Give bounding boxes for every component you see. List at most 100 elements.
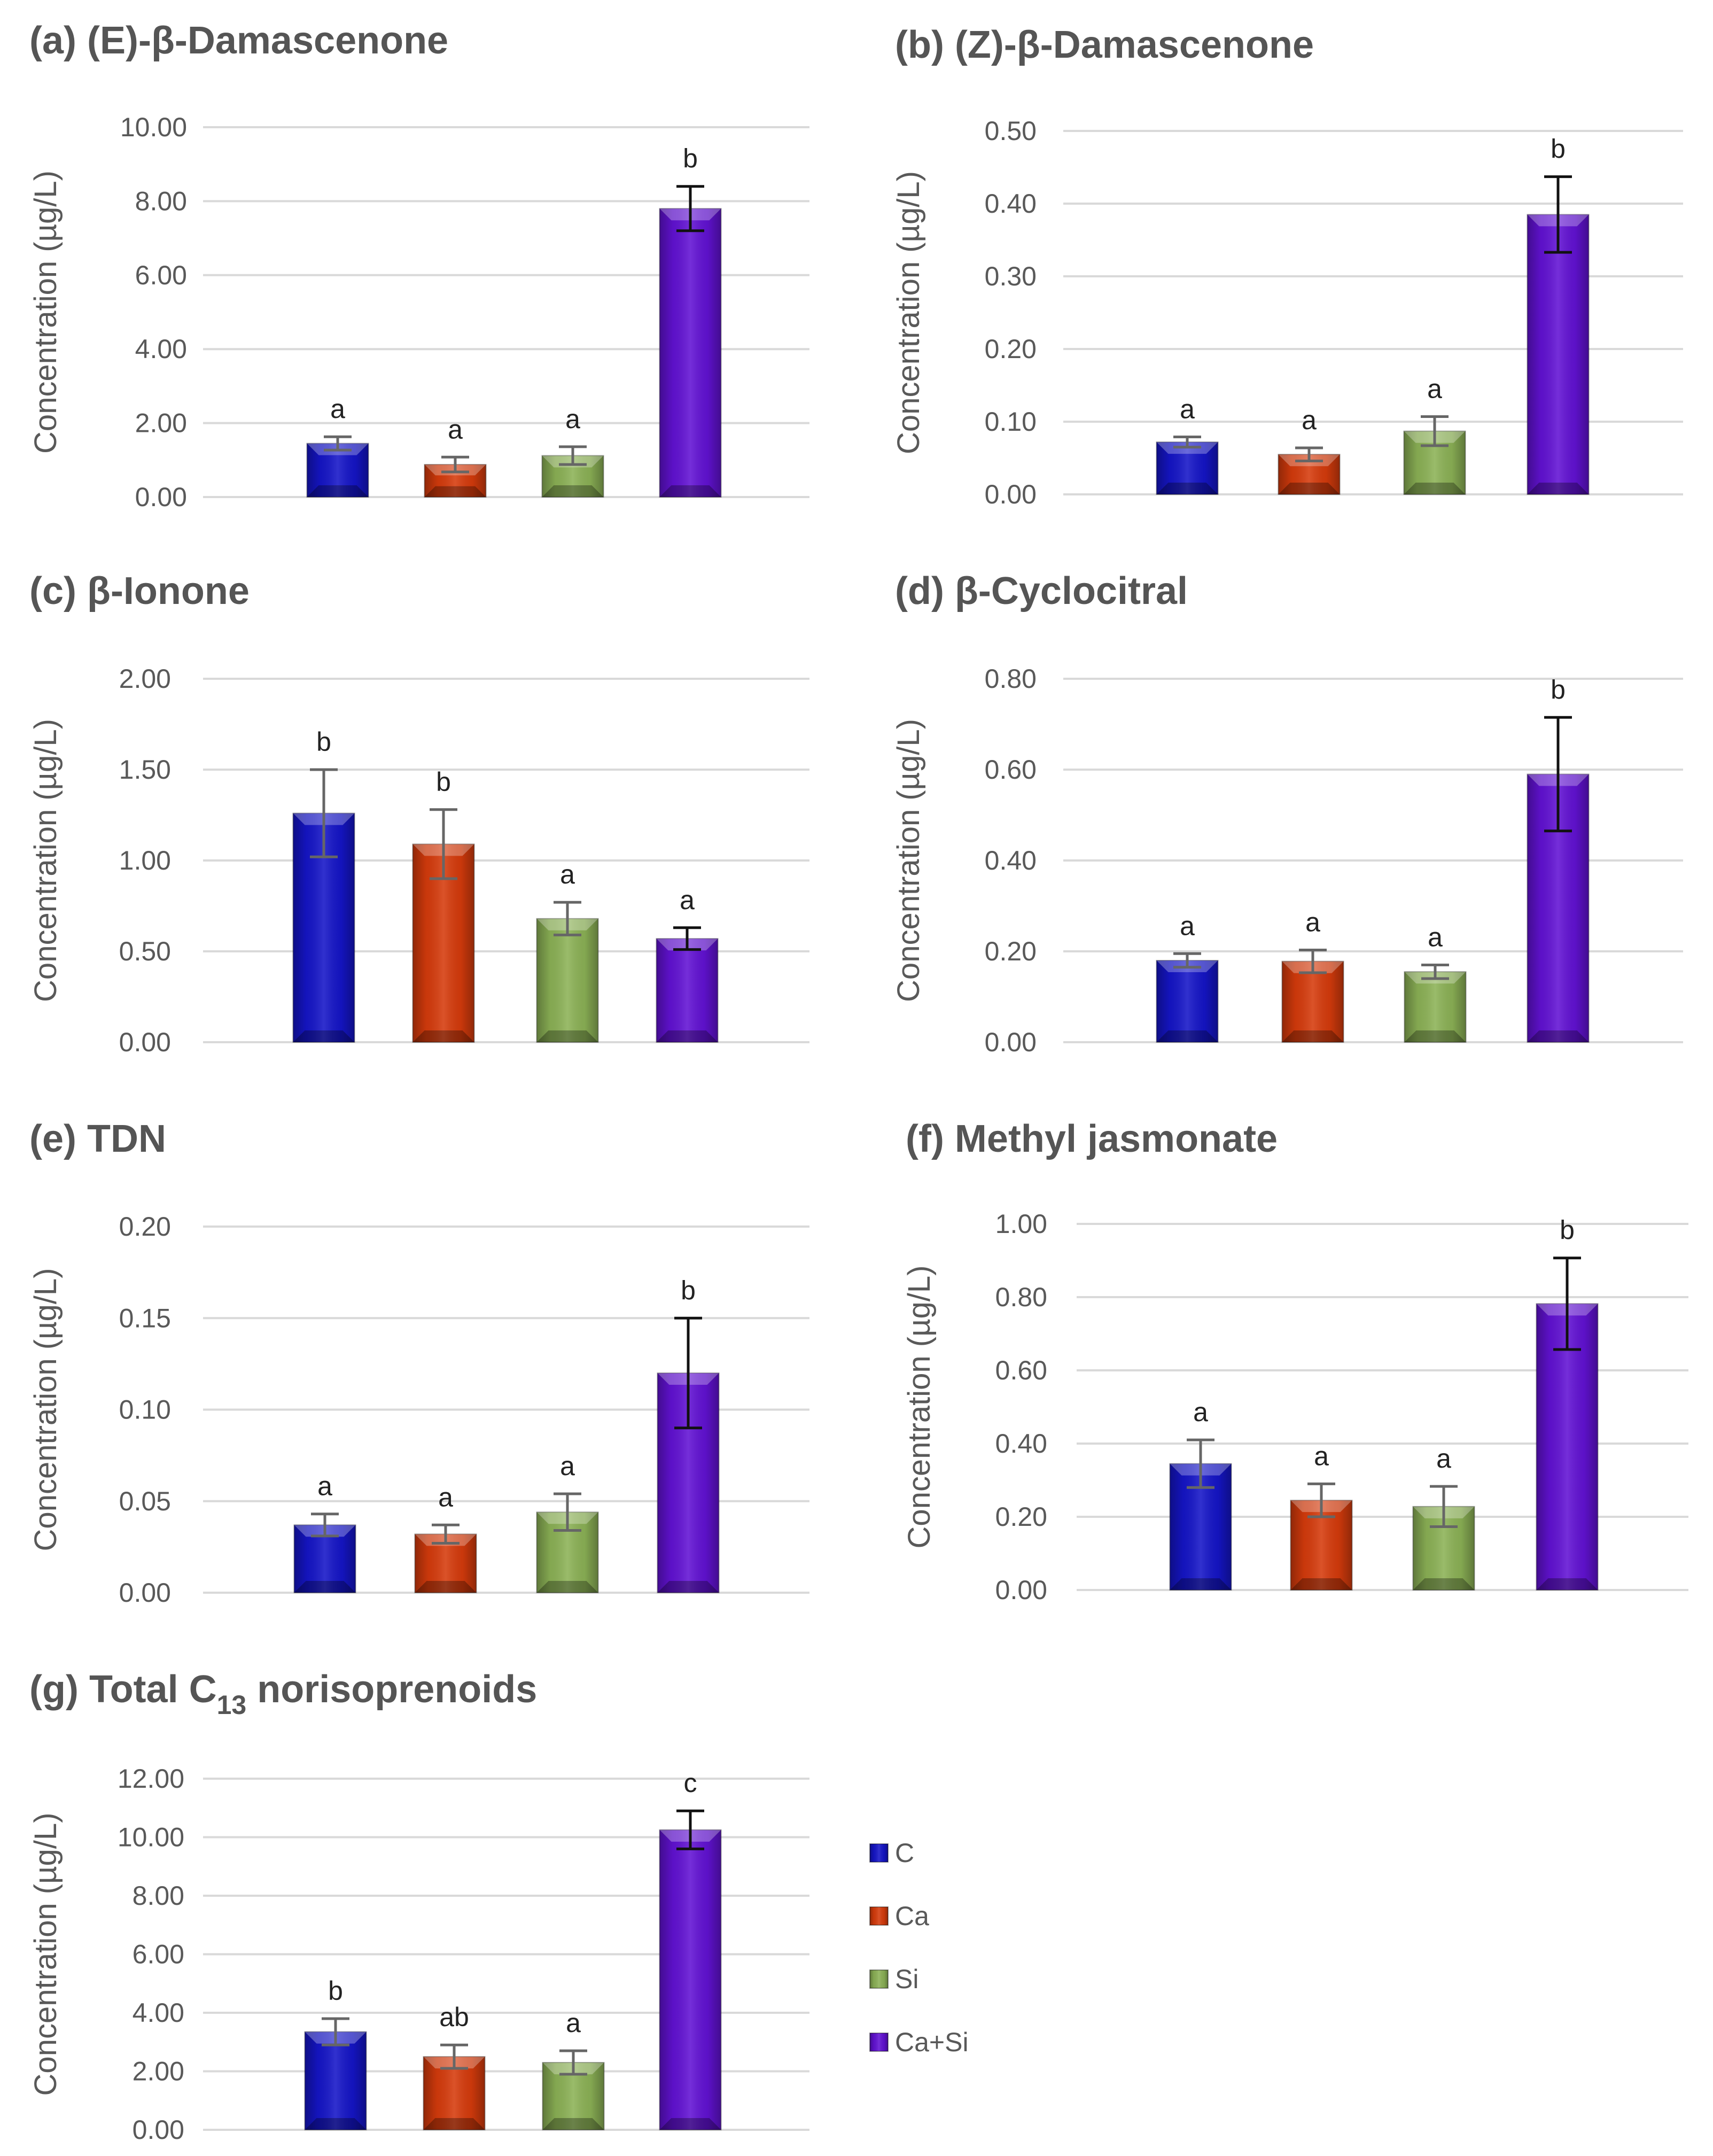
y-tick-label: 0.00: [119, 1027, 171, 1057]
bar-bottom-bevel: [542, 485, 604, 497]
bar-bottom-bevel: [659, 485, 721, 497]
y-tick-label: 10.00: [120, 112, 187, 142]
bar-bottom-bevel: [1404, 1030, 1466, 1042]
significance-letter: a: [1180, 911, 1195, 941]
bar-bottom-bevel: [1404, 483, 1466, 494]
bar-c: a: [1169, 1397, 1232, 1591]
bar-bottom-bevel: [1527, 483, 1589, 494]
bar-bottom-bevel: [1156, 1030, 1218, 1042]
legend-item-si: Si: [869, 1964, 918, 1994]
bar-bottom-bevel: [536, 1581, 598, 1593]
bar-ca: a: [414, 1482, 477, 1593]
y-tick-label: 0.80: [995, 1282, 1047, 1312]
legend-label: C: [895, 1838, 914, 1868]
y-tick-label: 0.20: [985, 334, 1037, 364]
y-tick-label: 8.00: [133, 1881, 184, 1911]
bar-bottom-bevel: [412, 1030, 474, 1042]
significance-letter: ab: [439, 2002, 469, 2032]
significance-letter: a: [566, 2008, 581, 2038]
legend-swatch-bevel: [870, 2033, 888, 2051]
y-tick-label: 0.60: [995, 1355, 1047, 1385]
bar-bevel: [307, 443, 369, 497]
bar-bottom-bevel: [657, 1581, 719, 1593]
y-tick-label: 0.20: [119, 1212, 171, 1242]
y-tick-label: 4.00: [133, 1998, 184, 2028]
y-tick-label: 0.20: [995, 1502, 1047, 1532]
bar-bottom-bevel: [294, 1581, 356, 1593]
y-tick-label: 4.00: [135, 334, 187, 364]
bar-bevel: [305, 2031, 367, 2130]
y-axis-label: Concentration (µg/L): [28, 170, 63, 454]
panel-title-a: (a) (E)-β-Damascenone: [29, 19, 448, 62]
significance-letter: b: [436, 767, 451, 797]
y-tick-label: 0.80: [985, 664, 1037, 694]
bar-bevel: [656, 939, 718, 1042]
bar-bottom-bevel: [659, 2118, 721, 2130]
panel-title-e: (e) TDN: [29, 1118, 166, 1160]
y-tick-label: 0.30: [985, 261, 1037, 291]
y-tick-label: 1.50: [119, 755, 171, 785]
y-axis-label: Concentration (µg/L): [28, 1813, 63, 2096]
significance-letter: a: [680, 885, 695, 915]
bar-bevel: [659, 208, 721, 497]
y-tick-label: 0.00: [985, 1027, 1037, 1057]
bar-bottom-bevel: [1527, 1030, 1589, 1042]
bar-c: a: [1156, 394, 1219, 495]
significance-letter: a: [330, 394, 345, 424]
significance-letter: a: [317, 1471, 332, 1501]
significance-letter: a: [560, 1451, 575, 1481]
panel-title-prefix: (g) Total C: [29, 1668, 217, 1711]
bar-bottom-bevel: [1156, 483, 1218, 494]
bar-ca-plus-si: b: [1527, 134, 1590, 495]
y-tick-label: 10.00: [118, 1822, 184, 1852]
bar-bevel: [1282, 961, 1344, 1042]
panel-title-subscript: 13: [217, 1690, 247, 1720]
y-tick-label: 12.00: [118, 1764, 184, 1794]
y-tick-label: 0.10: [985, 407, 1037, 437]
bar-bevel: [1536, 1304, 1598, 1590]
y-tick-label: 2.00: [119, 664, 171, 694]
panel-b: (b) (Z)-β-Damascenone 0.00 0.10 0.20 0.30 0.4…: [891, 24, 1683, 509]
y-tick-label: 8.00: [135, 186, 187, 216]
y-tick-label: 0.50: [119, 936, 171, 966]
bar-c: a: [306, 394, 369, 498]
y-tick-label: 1.00: [995, 1209, 1047, 1239]
panel-a: (a) (E)-β-Damascenone 0.00 2.00 4.00 6.00 8.0…: [28, 19, 809, 512]
bar-c: a: [1156, 911, 1219, 1043]
bar-bottom-bevel: [415, 1581, 477, 1593]
bar-bevel: [659, 1829, 721, 2130]
bar-bottom-bevel: [293, 1030, 355, 1042]
panel-g: (g) Total C13 norisoprenoids 0.00 2.00 4.00…: [28, 1668, 809, 2145]
y-tick-label: 0.40: [995, 1429, 1047, 1459]
significance-letter: b: [683, 144, 698, 174]
bar-bottom-bevel: [307, 485, 369, 497]
y-tick-label: 0.60: [985, 755, 1037, 785]
legend-label: Ca: [895, 1901, 929, 1931]
legend-swatch-bevel: [870, 1844, 888, 1862]
bar-ca: ab: [423, 2002, 486, 2130]
significance-letter: a: [1180, 394, 1195, 424]
bar-ca-plus-si: b: [1536, 1215, 1599, 1591]
bar-si: a: [1403, 374, 1466, 495]
bar-bottom-bevel: [1536, 1578, 1598, 1590]
legend-swatch-bevel: [870, 1907, 888, 1925]
panel-title-b: (b) (Z)-β-Damascenone: [895, 24, 1314, 66]
bar-bottom-bevel: [1170, 1578, 1232, 1590]
significance-letter: b: [1551, 674, 1566, 704]
bar-ca-plus-si: a: [656, 885, 719, 1043]
bar-ca-plus-si: c: [659, 1768, 722, 2130]
significance-letter: b: [1560, 1215, 1575, 1245]
bar-bevel: [1404, 972, 1466, 1042]
bar-bottom-bevel: [305, 2118, 367, 2130]
bar-c: b: [304, 1976, 367, 2130]
bar-si: a: [542, 2008, 605, 2130]
significance-letter: a: [1427, 374, 1442, 404]
bar-si: a: [1404, 922, 1467, 1043]
legend-item-ca: Ca: [869, 1901, 929, 1931]
bar-bottom-bevel: [656, 1030, 718, 1042]
significance-letter: a: [438, 1482, 453, 1512]
y-tick-label: 1.00: [119, 846, 171, 875]
bar-bottom-bevel: [1278, 483, 1340, 494]
panel-f: (f) Methyl jasmonate 0.00 0.20 0.40 0.60 0.80…: [902, 1118, 1688, 1605]
